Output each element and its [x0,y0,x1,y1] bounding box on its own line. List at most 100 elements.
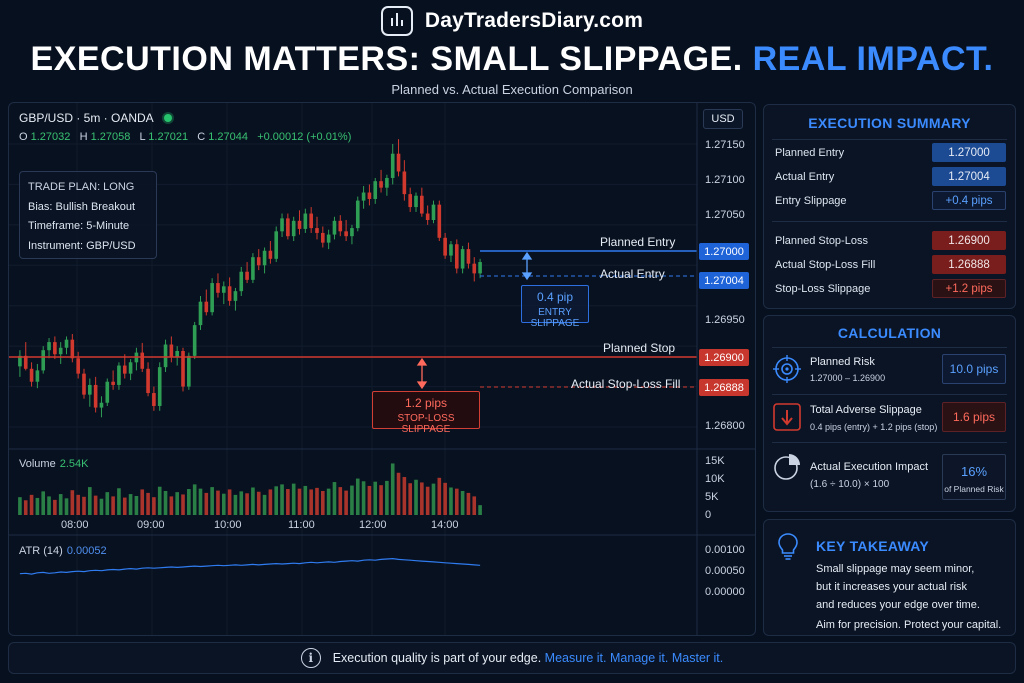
volume-bar [169,496,174,515]
volume-bar [373,481,378,515]
candle [379,169,383,193]
price-tick: 1.27150 [705,139,745,151]
currency-selector[interactable]: USD [703,109,743,129]
trade-plan-timeframe: Timeframe: 5-Minute [28,220,130,232]
takeaway-title: KEY TAKEAWAY [816,538,930,554]
volume-bar [146,492,150,515]
chart-canvas[interactable] [9,103,756,636]
volume-bar [326,488,331,515]
volume-bar [396,472,401,515]
candle [478,258,482,279]
candle [355,196,360,232]
volume-bar [53,499,57,515]
actual-entry-label: Actual Entry [600,267,665,281]
chart-grid [9,103,697,635]
summary-title: EXECUTION SUMMARY [808,115,971,131]
candle [175,346,179,366]
candle [64,336,69,355]
execution-summary-panel: EXECUTION SUMMARY Planned Entry 1.27000 … [763,104,1016,309]
candle [425,205,430,225]
candle [117,362,121,390]
footer-measure: Measure it. [544,651,607,665]
summary-row-label: Planned Entry [775,147,845,159]
entry-slippage-value: 0.4 pip [536,290,574,304]
footer-bar: i Execution quality is part of your edge… [8,642,1016,674]
atr-tick: 0.00100 [705,544,745,556]
candle [396,139,401,177]
live-status-icon [163,114,172,122]
chart-panel[interactable]: GBP/USD · 5m · OANDA O 1.27032 H 1.27058… [8,102,756,636]
volume-bar [227,489,232,515]
planned-stop-price-tag: 1.26900 [699,349,749,366]
volume-bar [216,490,220,515]
symbol-line[interactable]: GBP/USD · 5m · OANDA [19,111,172,125]
candle [466,242,471,269]
execution-impact-box: 16% of Planned Risk [942,454,1006,500]
candle [373,177,378,204]
volume-bar [140,489,145,515]
candle [210,278,214,316]
candle [390,144,395,185]
volume-bar [385,480,389,515]
planned-stop-label: Planned Stop [603,341,676,355]
takeaway-closing: Aim for precision. Protect your capital. [816,619,1002,631]
entry-slippage-label: ENTRY SLIPPAGE [530,307,580,329]
candle [344,220,348,242]
volume-bar [466,492,471,515]
actual-stop-value: 1.26888 [932,255,1006,274]
actual-entry-value: 1.27004 [932,167,1006,186]
candle [146,362,150,397]
total-slippage-formula: 0.4 pips (entry) + 1.2 pips (stop) [810,422,938,432]
volume-bar [478,505,482,515]
atr-line [19,557,481,575]
volume-bar [134,496,139,515]
candle [35,363,40,389]
candle [309,207,313,233]
candle [198,296,203,330]
brand-name: DayTradersDiary.com [424,9,644,32]
candle [303,208,308,233]
candle [414,192,418,212]
candle [53,336,57,360]
volume-bar [204,492,209,515]
volume-bar [82,496,86,515]
open-value: 1.27032 [30,131,71,143]
candle [152,386,156,411]
summary-row-label: Actual Entry [775,171,835,183]
volume-bar [262,494,267,515]
candle [251,253,255,284]
volume-bar [233,494,238,515]
candle [297,210,302,235]
total-slippage-title: Total Adverse Slippage [810,404,922,416]
headline-main: EXECUTION MATTERS: SMALL SLIPPAGE. [30,40,743,78]
close-value: 1.27044 [208,131,249,143]
summary-row-label: Stop-Loss Slippage [775,283,871,295]
volume-bar [239,491,244,515]
stop-slippage-value: 1.2 pips [404,396,448,410]
trade-plan-bias: Bias: Bullish Breakout [28,200,135,213]
volume-bar [88,487,92,515]
atr-label: ATR (14) 0.00052 [19,545,107,557]
atr-tick: 0.00050 [705,565,745,577]
execution-impact-value: 16% [960,464,988,479]
stop-slippage-arrow [416,357,428,390]
volume-bar [181,494,185,515]
price-tick: 1.27100 [705,174,745,186]
volume-bar [315,487,319,515]
volume-bar [18,497,22,515]
footer-text: Execution quality is part of your edge. … [332,651,724,665]
volume-bar [321,490,325,515]
volume-bar [344,490,348,515]
page-headline: EXECUTION MATTERS: SMALL SLIPPAGE. REAL … [0,40,1024,79]
trade-plan-title: TRADE PLAN: LONG [28,181,135,193]
candle [169,336,174,363]
execution-impact-title: Actual Execution Impact [810,461,929,473]
volume-bar [414,479,418,515]
volume-bar [367,485,372,515]
volume-bar [251,487,255,515]
total-slippage-value: 1.6 pips [942,402,1006,432]
stop-slippage-label: STOP-LOSS SLIPPAGE [397,413,455,435]
volume-bar [187,489,191,515]
candle [47,338,51,359]
candle [216,273,220,298]
